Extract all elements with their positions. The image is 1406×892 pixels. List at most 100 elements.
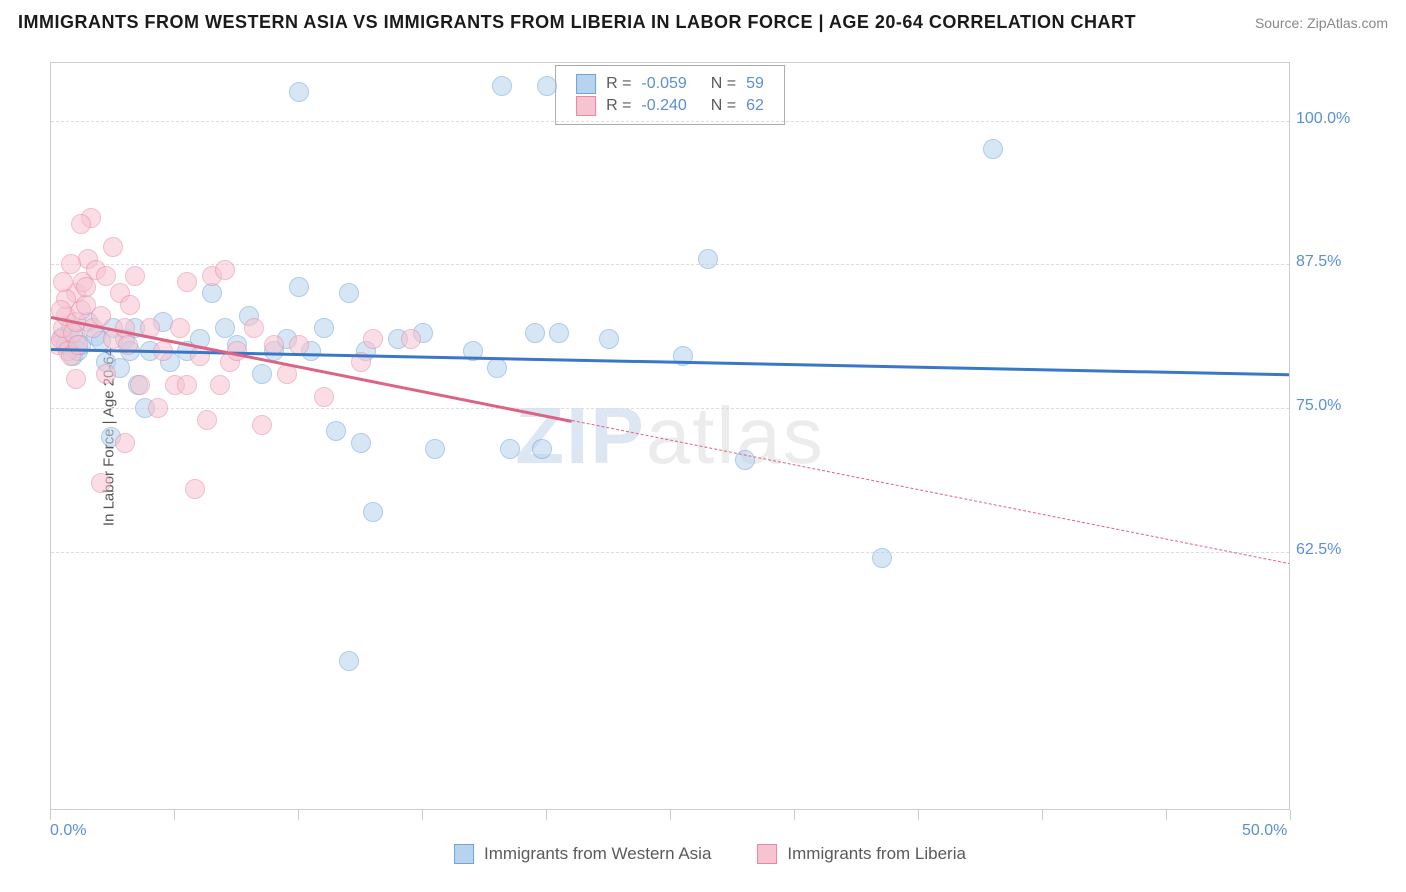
- legend-item: Immigrants from Liberia: [757, 844, 966, 864]
- x-tick: [794, 810, 795, 820]
- scatter-point: [532, 439, 552, 459]
- trend-line: [572, 420, 1290, 564]
- scatter-point: [500, 439, 520, 459]
- scatter-point: [289, 82, 309, 102]
- r-value: -0.240: [641, 97, 686, 115]
- legend-swatch: [454, 844, 474, 864]
- scatter-point: [197, 410, 217, 430]
- scatter-point: [252, 415, 272, 435]
- title-bar: IMMIGRANTS FROM WESTERN ASIA VS IMMIGRAN…: [0, 0, 1406, 41]
- y-tick-label: 62.5%: [1296, 541, 1341, 559]
- scatter-point: [314, 318, 334, 338]
- gridline-horizontal: [51, 408, 1289, 409]
- legend-swatch: [576, 74, 596, 94]
- scatter-point: [351, 433, 371, 453]
- scatter-point: [326, 421, 346, 441]
- scatter-point: [215, 318, 235, 338]
- r-value: -0.059: [641, 75, 686, 93]
- scatter-point: [120, 295, 140, 315]
- source-attribution: Source: ZipAtlas.com: [1255, 15, 1388, 31]
- scatter-point: [252, 364, 272, 384]
- watermark-suffix: atlas: [646, 391, 825, 480]
- scatter-point: [363, 329, 383, 349]
- x-tick: [422, 810, 423, 820]
- legend-label: Immigrants from Liberia: [787, 844, 966, 864]
- watermark: ZIPatlas: [515, 390, 824, 482]
- scatter-point: [549, 323, 569, 343]
- gridline-horizontal: [51, 552, 1289, 553]
- gridline-horizontal: [51, 121, 1289, 122]
- scatter-point: [492, 76, 512, 96]
- scatter-point: [363, 502, 383, 522]
- scatter-point: [185, 479, 205, 499]
- scatter-point: [91, 306, 111, 326]
- n-value: 59: [746, 75, 764, 93]
- scatter-point: [91, 473, 111, 493]
- y-tick-label: 100.0%: [1296, 110, 1350, 128]
- x-tick: [1042, 810, 1043, 820]
- scatter-point: [339, 651, 359, 671]
- scatter-point: [103, 237, 123, 257]
- scatter-point: [339, 283, 359, 303]
- chart-area: In Labor Force | Age 20-64 ZIPatlas R =-…: [50, 62, 1370, 812]
- x-tick: [298, 810, 299, 820]
- n-label: N =: [711, 97, 736, 115]
- scatter-point: [537, 76, 557, 96]
- scatter-point: [487, 358, 507, 378]
- y-tick-label: 75.0%: [1296, 397, 1341, 415]
- scatter-point: [125, 266, 145, 286]
- legend-row: R = -0.059 N = 59: [576, 74, 764, 94]
- n-label: N =: [711, 75, 736, 93]
- legend-swatch: [576, 96, 596, 116]
- gridline-horizontal: [51, 264, 1289, 265]
- scatter-point: [96, 266, 116, 286]
- scatter-point: [61, 254, 81, 274]
- correlation-legend: R = -0.059 N = 59 R = -0.240 N = 62: [555, 65, 785, 125]
- scatter-point: [76, 277, 96, 297]
- scatter-point: [71, 214, 91, 234]
- chart-title: IMMIGRANTS FROM WESTERN ASIA VS IMMIGRAN…: [18, 12, 1136, 33]
- scatter-point: [244, 318, 264, 338]
- scatter-point: [66, 369, 86, 389]
- series-legend: Immigrants from Western Asia Immigrants f…: [454, 844, 966, 864]
- r-label: R =: [606, 97, 631, 115]
- scatter-point: [148, 398, 168, 418]
- y-tick-label: 87.5%: [1296, 253, 1341, 271]
- scatter-point: [130, 375, 150, 395]
- scatter-point: [289, 277, 309, 297]
- legend-item: Immigrants from Western Asia: [454, 844, 711, 864]
- scatter-point: [96, 364, 116, 384]
- scatter-point: [425, 439, 445, 459]
- scatter-point: [599, 329, 619, 349]
- scatter-point: [314, 387, 334, 407]
- scatter-point: [202, 283, 222, 303]
- scatter-point: [525, 323, 545, 343]
- x-tick-label: 50.0%: [1242, 822, 1287, 840]
- x-tick: [918, 810, 919, 820]
- scatter-point: [872, 548, 892, 568]
- scatter-point: [215, 260, 235, 280]
- scatter-point: [401, 329, 421, 349]
- n-value: 62: [746, 97, 764, 115]
- r-label: R =: [606, 75, 631, 93]
- x-tick: [50, 810, 51, 820]
- legend-row: R = -0.240 N = 62: [576, 96, 764, 116]
- scatter-point: [177, 272, 197, 292]
- scatter-point: [698, 249, 718, 269]
- x-tick: [670, 810, 671, 820]
- plot-region: ZIPatlas R = -0.059 N = 59 R = -0.240 N = 62: [50, 62, 1290, 810]
- legend-label: Immigrants from Western Asia: [484, 844, 711, 864]
- scatter-point: [177, 375, 197, 395]
- x-tick: [174, 810, 175, 820]
- legend-swatch: [757, 844, 777, 864]
- scatter-point: [983, 139, 1003, 159]
- x-tick: [546, 810, 547, 820]
- scatter-point: [210, 375, 230, 395]
- x-tick-label: 0.0%: [50, 822, 86, 840]
- x-tick: [1290, 810, 1291, 820]
- scatter-point: [170, 318, 190, 338]
- scatter-point: [115, 433, 135, 453]
- x-tick: [1166, 810, 1167, 820]
- scatter-point: [68, 335, 88, 355]
- watermark-prefix: ZIP: [515, 391, 645, 480]
